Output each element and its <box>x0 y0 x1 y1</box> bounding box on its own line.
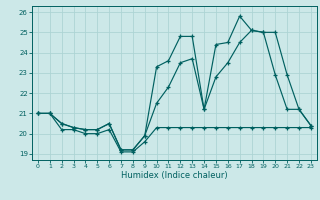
X-axis label: Humidex (Indice chaleur): Humidex (Indice chaleur) <box>121 171 228 180</box>
